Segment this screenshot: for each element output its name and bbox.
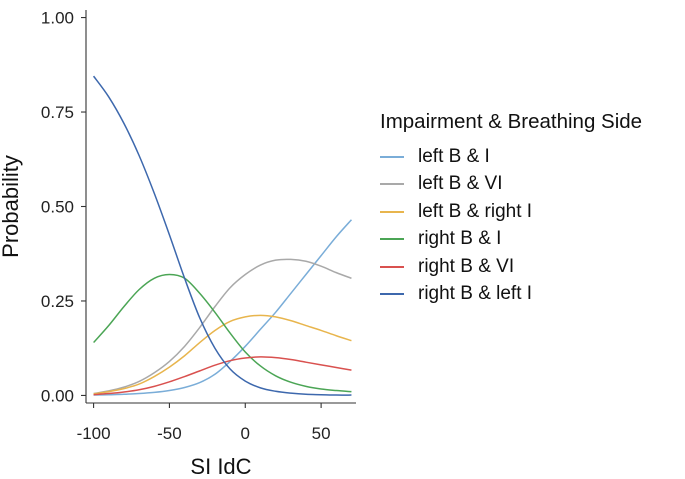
legend-item: right B & left I xyxy=(380,281,642,309)
series-line-right-b-left-i xyxy=(92,75,352,396)
legend-key xyxy=(380,265,404,268)
legend-title: Impairment & Breathing Side xyxy=(380,110,643,133)
legend-label: left B & I xyxy=(418,145,490,167)
series-line-right-b-i xyxy=(93,273,352,393)
y-tick-label: 0.25 xyxy=(41,292,74,311)
y-tick-label: 0.00 xyxy=(41,386,74,405)
legend-key xyxy=(380,210,404,213)
legend-label: right B & VI xyxy=(418,255,515,277)
legend-item: right B & VI xyxy=(380,253,642,281)
y-axis-ticks: 0.00 0.25 0.50 0.75 1.00 xyxy=(41,9,86,405)
legend-item: left B & right I xyxy=(380,198,642,226)
legend-label: left B & VI xyxy=(418,173,503,195)
legend-item: left B & I xyxy=(380,143,642,171)
x-tick-label: -100 xyxy=(77,424,111,443)
legend-label: left B & right I xyxy=(418,200,533,222)
y-axis-title: Probability xyxy=(0,155,23,258)
x-tick-label: 50 xyxy=(312,424,331,443)
series-line-right-b-vi xyxy=(93,356,352,396)
series-line-left-b-i xyxy=(93,219,353,396)
y-tick-label: 0.75 xyxy=(41,103,74,122)
legend-label: right B & left I xyxy=(418,283,533,305)
y-tick-label: 1.00 xyxy=(41,9,74,28)
legend-item: right B & I xyxy=(380,226,642,254)
legend-items: left B & I left B & VI left B & right I rig… xyxy=(380,143,642,308)
x-tick-label: 0 xyxy=(241,424,250,443)
legend-label: right B & I xyxy=(418,228,502,250)
legend-key xyxy=(380,155,404,158)
series-line-left-b-vi xyxy=(93,258,352,395)
legend-item: left B & VI xyxy=(380,171,642,199)
legend-key xyxy=(380,293,404,296)
series-line-left-b-right-i xyxy=(93,314,352,395)
x-tick-label: -50 xyxy=(157,424,182,443)
series-layer xyxy=(92,75,353,396)
y-tick-label: 0.50 xyxy=(41,198,74,217)
x-axis-title: SI IdC xyxy=(190,454,251,479)
legend-key xyxy=(380,238,404,241)
legend-key xyxy=(380,183,404,186)
x-axis-ticks: -100 -50 0 50 xyxy=(77,403,331,443)
